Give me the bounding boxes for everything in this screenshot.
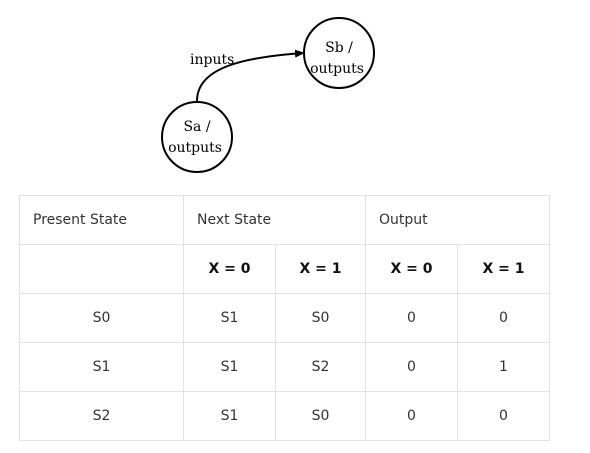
subheader-present-state xyxy=(19,244,184,294)
cell-output-x1: 0 xyxy=(456,293,551,343)
cell-next-x1: S0 xyxy=(275,391,366,441)
cell-present-state: S1 xyxy=(19,342,184,392)
cell-next-x0: S1 xyxy=(183,391,276,441)
cell-present-state: S0 xyxy=(19,293,184,343)
table-header-row: Present State Next State Output xyxy=(19,195,551,245)
state-name-sb: Sb / xyxy=(325,40,353,56)
subheader-output-x1: X = 1 xyxy=(456,244,551,294)
cell-output-x0: 0 xyxy=(365,293,458,343)
header-output: Output xyxy=(364,195,551,245)
state-output-sb: outputs xyxy=(310,61,364,77)
cell-output-x1: 0 xyxy=(456,391,551,441)
state-name-sa: Sa / xyxy=(183,119,210,135)
table-row: S2 S1 S0 0 0 xyxy=(19,391,551,441)
table-subheader-row: X = 0 X = 1 X = 0 X = 1 xyxy=(19,244,551,294)
state-circle-sb xyxy=(303,17,375,89)
cell-output-x0: 0 xyxy=(365,391,458,441)
header-next-state: Next State xyxy=(183,195,366,245)
table-row: S1 S1 S2 0 1 xyxy=(19,342,551,392)
transition-label: inputs xyxy=(190,52,234,68)
state-node-sb: Sb / outputs xyxy=(303,17,375,89)
state-output-sa: outputs xyxy=(168,140,222,156)
cell-next-x1: S0 xyxy=(275,293,366,343)
cell-output-x0: 0 xyxy=(365,342,458,392)
subheader-output-x0: X = 0 xyxy=(365,244,458,294)
cell-next-x1: S2 xyxy=(275,342,366,392)
table-row: S0 S1 S0 0 0 xyxy=(19,293,551,343)
state-diagram: inputs Sa / outputs Sb / outputs xyxy=(161,17,375,173)
subheader-next-x1: X = 1 xyxy=(275,244,366,294)
cell-next-x0: S1 xyxy=(183,342,276,392)
cell-next-x0: S1 xyxy=(183,293,276,343)
header-present-state: Present State xyxy=(19,195,184,245)
cell-present-state: S2 xyxy=(19,391,184,441)
cell-output-x1: 1 xyxy=(456,342,551,392)
transition-arrow xyxy=(196,49,305,102)
state-circle-sa xyxy=(161,101,233,173)
state-node-sa: Sa / outputs xyxy=(161,101,233,173)
state-transition-table: Present State Next State Output X = 0 X … xyxy=(19,195,551,441)
subheader-next-x0: X = 0 xyxy=(183,244,276,294)
